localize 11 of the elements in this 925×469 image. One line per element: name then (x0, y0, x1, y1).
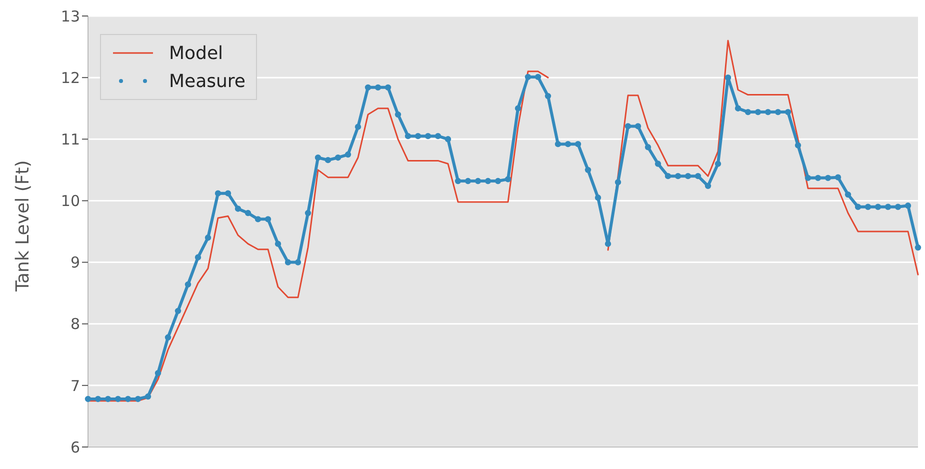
y-tick-label: 9 (70, 254, 80, 272)
y-tick-label: 12 (60, 68, 80, 87)
legend-label: Measure (169, 70, 246, 92)
y-tick-label: 7 (70, 376, 80, 395)
y-tick-label: 10 (60, 192, 80, 210)
y-axis-title: Tank Level (Ft) (12, 160, 34, 292)
y-tick-label: 11 (60, 130, 80, 148)
y-tick-label: 13 (60, 7, 80, 26)
y-tick-label: 8 (70, 315, 80, 334)
y-tick-label: 6 (70, 438, 80, 456)
legend-label: Model (169, 42, 224, 64)
